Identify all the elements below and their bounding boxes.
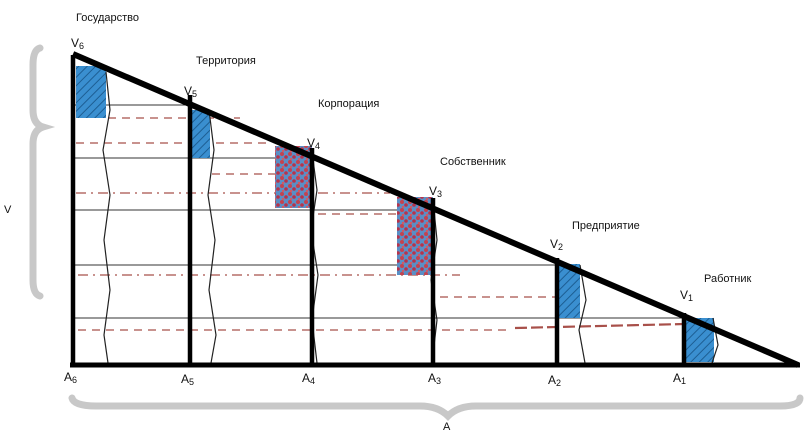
vertical-posts bbox=[70, 55, 687, 365]
vertex-label: V6 bbox=[71, 36, 85, 51]
shaded-regions bbox=[76, 66, 714, 362]
shade-speckle-3 bbox=[397, 197, 433, 275]
vertex-label: V3 bbox=[429, 184, 443, 199]
base-label: A6 bbox=[64, 370, 78, 385]
base-label: A5 bbox=[181, 372, 195, 387]
vertical-axis-label: V bbox=[4, 204, 12, 216]
base-label: A4 bbox=[302, 371, 316, 386]
horizontal-brace bbox=[68, 394, 804, 421]
dashed-line bbox=[514, 322, 685, 330]
vertex-label: V4 bbox=[307, 136, 321, 151]
dashed-lines bbox=[76, 117, 685, 331]
zigzag-line bbox=[578, 264, 587, 364]
hypotenuse bbox=[71, 51, 800, 368]
level-lines bbox=[73, 104, 684, 319]
level-label: Работник bbox=[704, 273, 752, 285]
zigzag-line bbox=[207, 109, 217, 364]
shade-hatch-6 bbox=[76, 66, 106, 118]
level-label: Предприятие bbox=[572, 220, 640, 232]
horizontal-axis-label: A bbox=[443, 421, 451, 433]
base-label: A1 bbox=[673, 371, 687, 386]
base-label: A3 bbox=[428, 371, 442, 386]
level-label: Государство bbox=[76, 12, 140, 24]
level-label: Собственник bbox=[440, 156, 506, 168]
shade-hatch-5 bbox=[190, 110, 210, 158]
vertex-label: V5 bbox=[184, 84, 198, 99]
vertex-label: V1 bbox=[680, 288, 694, 303]
base-label: A2 bbox=[548, 373, 562, 388]
shade-hatch-2 bbox=[558, 264, 580, 318]
zigzag-line bbox=[102, 71, 111, 364]
vertical-brace bbox=[29, 44, 56, 300]
level-label: Территория bbox=[196, 55, 256, 67]
level-label: Корпорация bbox=[318, 98, 380, 110]
vertex-label: V2 bbox=[550, 237, 564, 252]
